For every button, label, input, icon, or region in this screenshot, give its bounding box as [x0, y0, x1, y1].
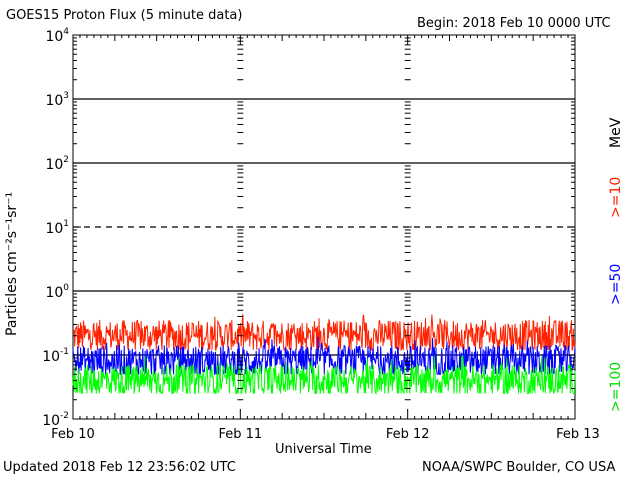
- x-tick-label: Feb 11: [218, 427, 262, 442]
- credit: NOAA/SWPC Boulder, CO USA: [422, 460, 616, 475]
- x-axis-label: Universal Time: [275, 442, 372, 457]
- x-tick-label: Feb 10: [51, 427, 95, 442]
- axis-ticks: [72, 35, 576, 420]
- legend-ge50: >=50: [608, 263, 624, 305]
- x-tick-labels: Feb 10 Feb 11 Feb 12 Feb 13: [51, 427, 600, 442]
- y-tick-label: 102: [45, 155, 69, 173]
- x-tick-label: Feb 12: [386, 427, 430, 442]
- y-axis-label: Particles cm⁻²s⁻¹sr⁻¹: [4, 191, 20, 336]
- legend-ge100: >=100: [608, 361, 624, 412]
- legend-unit-mev: MeV: [608, 117, 624, 148]
- series-group: [72, 314, 576, 396]
- series-line-ge10: [72, 314, 576, 352]
- updated-time: Updated 2018 Feb 12 23:56:02 UTC: [3, 460, 236, 475]
- x-tick-label: Feb 13: [556, 427, 600, 442]
- begin-time: Begin: 2018 Feb 10 0000 UTC: [417, 16, 611, 31]
- y-tick-label: 10-1: [42, 347, 69, 365]
- series-line-ge50: [72, 336, 576, 376]
- chart-title: GOES15 Proton Flux (5 minute data): [6, 8, 243, 23]
- y-tick-labels: 10-2 10-1 100 101 102 103 104: [42, 27, 69, 429]
- y-tick-label: 104: [45, 27, 69, 45]
- y-tick-label: 10-2: [42, 411, 69, 429]
- legend-ge10: >=10: [608, 176, 624, 218]
- grid-lines: [73, 98, 575, 356]
- y-tick-label: 100: [45, 283, 69, 301]
- series-line-ge100: [72, 354, 576, 396]
- y-tick-label: 101: [45, 219, 69, 237]
- y-tick-label: 103: [45, 91, 69, 109]
